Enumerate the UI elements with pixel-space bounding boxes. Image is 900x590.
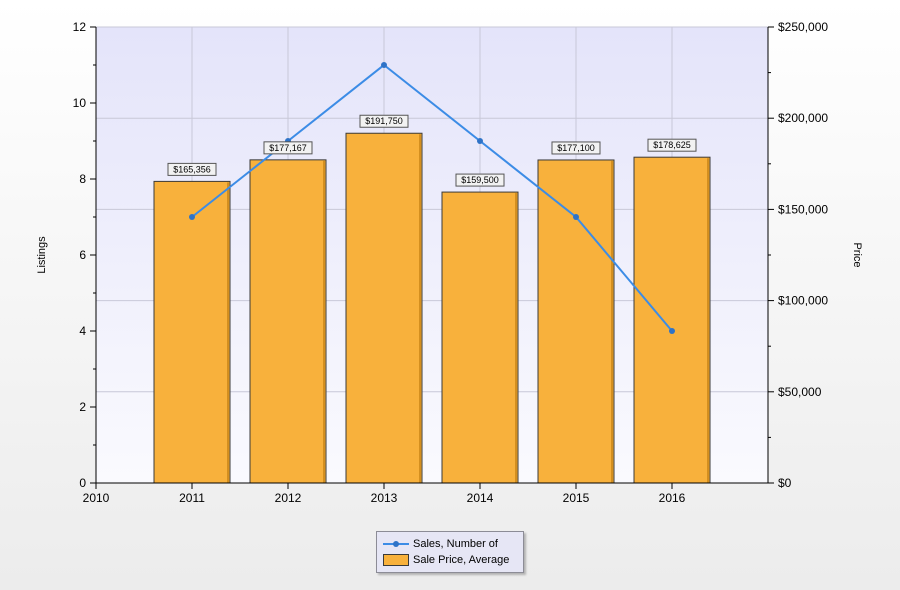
data-label-text: $159,500	[461, 175, 499, 185]
tick-label-right: $50,000	[778, 385, 822, 399]
data-label: $191,750	[359, 114, 409, 128]
tick-label-x: 2015	[563, 491, 590, 505]
data-label-box	[551, 141, 601, 155]
bar-shade	[323, 160, 325, 483]
bar	[441, 191, 519, 484]
legend: Sales, Number of Sale Price, Average	[376, 531, 524, 573]
tick-label-left: 8	[79, 172, 86, 186]
line-point	[669, 328, 675, 334]
data-label-text: $191,750	[365, 116, 403, 126]
line-point	[381, 62, 387, 68]
tick-label-right: $200,000	[778, 111, 828, 125]
bar-shade	[515, 193, 517, 483]
data-label-box	[359, 114, 409, 128]
y-axis-right-title: Price	[851, 242, 863, 267]
axes	[90, 26, 774, 489]
data-label-text: $177,100	[557, 143, 595, 153]
legend-label-sales: Sales, Number of	[413, 538, 498, 550]
legend-item-price: Sale Price, Average	[377, 552, 523, 568]
legend-label-price: Sale Price, Average	[413, 554, 510, 566]
data-label: $177,100	[551, 141, 601, 155]
tick-label-x: 2016	[659, 491, 686, 505]
tick-label-x: 2011	[179, 491, 205, 505]
tick-label-x: 2012	[275, 491, 302, 505]
tick-label-left: 0	[79, 476, 86, 490]
tick-label-right: $100,000	[778, 294, 828, 308]
sales-line: $165,356 $177,167 $191,750 $159,500 $177,100…	[167, 62, 697, 334]
tick-label-left: 12	[73, 20, 87, 34]
data-label-box	[167, 162, 217, 176]
data-label-text: $177,167	[269, 143, 307, 153]
tick-label-x: 2014	[467, 491, 494, 505]
bar	[345, 132, 423, 484]
tick-label-right: $250,000	[778, 20, 828, 34]
tick-label-left: 10	[73, 96, 87, 110]
bar-shade	[227, 182, 229, 483]
data-label-box	[263, 141, 313, 155]
bar	[633, 156, 711, 484]
legend-item-sales: Sales, Number of	[377, 536, 523, 552]
data-label-text: $165,356	[173, 164, 211, 174]
bar	[537, 159, 615, 484]
bar-shade	[707, 158, 709, 484]
data-label-box	[647, 138, 697, 152]
tick-label-left: 4	[79, 324, 86, 338]
bar-swatch-icon	[383, 554, 409, 566]
tick-label-right: $0	[778, 476, 792, 490]
tick-labels: 0 2 4 6 8 10 12 $0 $50,000 $100,000 $150,000 $200,0…	[73, 20, 829, 505]
bar-shade	[419, 134, 421, 484]
tick-label-x: 2010	[83, 491, 110, 505]
line-point	[189, 214, 195, 220]
data-label: $177,167	[263, 141, 313, 155]
data-label-text: $178,625	[653, 140, 691, 150]
data-label: $159,500	[455, 173, 505, 187]
tick-label-left: 6	[79, 248, 86, 262]
data-label: $165,356	[167, 162, 217, 176]
tick-label-x: 2013	[371, 491, 398, 505]
tick-label-left: 2	[79, 400, 86, 414]
bar	[249, 159, 327, 484]
tick-label-right: $150,000	[778, 202, 828, 216]
bar	[153, 180, 231, 484]
line-point	[477, 138, 483, 144]
line-point	[573, 214, 579, 220]
y-axis-left-title: Listings	[36, 236, 48, 274]
bar-shade	[611, 160, 613, 483]
data-label-box	[455, 173, 505, 187]
line-swatch-icon	[383, 538, 409, 550]
data-label: $178,625	[647, 138, 697, 152]
